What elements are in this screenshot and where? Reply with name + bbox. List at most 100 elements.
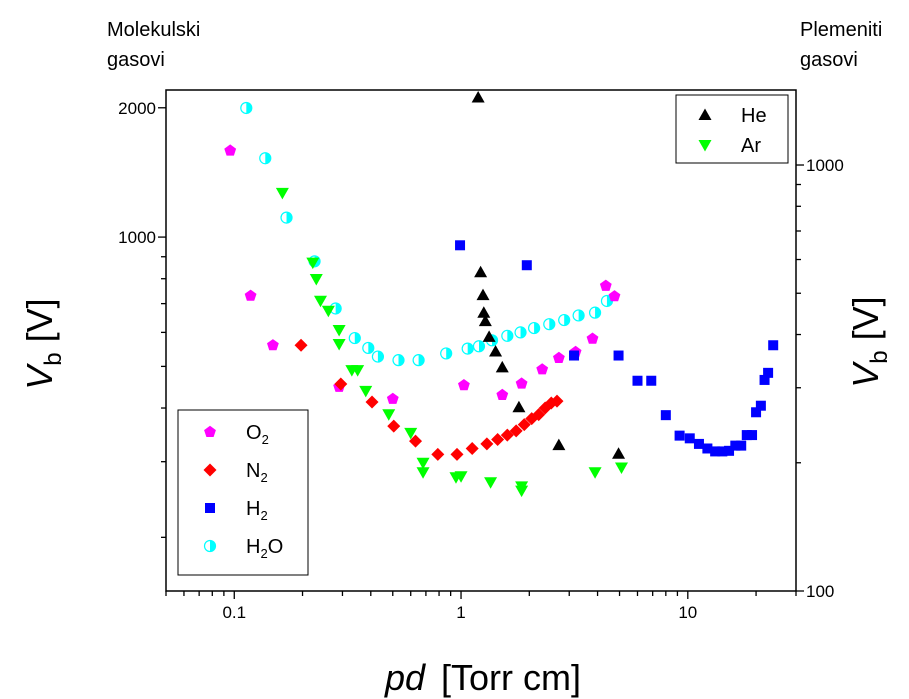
data-point-h2o (362, 341, 375, 355)
data-point-h2 (521, 260, 532, 271)
data-point-h2o (572, 309, 585, 322)
data-point-n2 (294, 338, 308, 352)
data-point-h2 (768, 340, 779, 351)
data-point-h2 (702, 443, 713, 454)
data-point-h2o (371, 350, 385, 363)
legend-entry-ar: Ar (698, 135, 761, 157)
data-point-he (489, 344, 503, 357)
data-point-n2 (409, 434, 423, 448)
data-point-ar (454, 471, 468, 483)
series-h2o (240, 101, 614, 367)
data-point-h2 (717, 446, 728, 457)
data-point-h2 (747, 430, 758, 441)
legend-label-he: He (741, 105, 767, 127)
data-point-n2 (480, 437, 494, 451)
series-he (471, 91, 626, 459)
data-point-h2o (412, 354, 425, 367)
legend-marker-o2 (204, 425, 216, 437)
y-right-tick-label: 100 (806, 582, 834, 601)
data-point-h2 (660, 410, 671, 421)
legend-entry-o2: O2 (204, 422, 269, 447)
data-point-h2 (755, 400, 766, 411)
data-point-h2 (759, 374, 770, 385)
data-point-h2 (736, 440, 747, 451)
series-h2 (455, 240, 779, 457)
data-point-ar (404, 427, 418, 440)
x-tick-label: 1 (456, 603, 465, 622)
right-heading-line-1: Plemeniti (800, 19, 883, 41)
data-point-ar (416, 457, 430, 470)
data-point-h2 (646, 375, 657, 386)
data-point-h2o (558, 313, 571, 327)
data-point-h2o (588, 306, 602, 319)
data-point-h2 (751, 407, 762, 418)
data-point-n2 (431, 447, 445, 461)
data-point-ar (588, 467, 602, 479)
data-point-n2 (465, 441, 479, 455)
legend-marker-he (698, 108, 712, 120)
data-point-n2 (500, 428, 514, 442)
data-point-n2 (509, 424, 523, 438)
data-point-h2 (569, 350, 580, 361)
legend-label-h2: H2 (246, 498, 268, 523)
x-tick-label: 0.1 (222, 603, 246, 622)
plot-frame (165, 89, 797, 592)
data-point-h2 (684, 433, 695, 444)
data-point-ar (382, 409, 396, 421)
legend-entry-h2: H2 (205, 498, 268, 523)
data-point-n2 (550, 394, 564, 408)
data-point-he (495, 360, 509, 373)
left-heading-line-2: gasovi (107, 49, 165, 71)
data-point-h2 (741, 430, 752, 441)
series-o2 (224, 144, 621, 404)
data-point-n2 (450, 447, 464, 461)
axis-ticks (158, 107, 804, 599)
data-point-he (612, 447, 626, 459)
data-point-he (482, 330, 496, 342)
y-axis-label-right: Vb[V] (845, 296, 893, 387)
data-point-ar (275, 187, 289, 200)
data-point-he (471, 91, 485, 103)
data-point-ar (313, 295, 327, 308)
data-point-h2 (724, 445, 735, 456)
legend-marker-n2 (203, 463, 217, 477)
data-point-h2 (730, 440, 741, 451)
data-point-ar (351, 365, 365, 377)
data-point-h2 (763, 367, 774, 378)
data-point-ar (306, 257, 320, 270)
legend-marker-h2o (203, 539, 217, 553)
data-point-o2 (586, 332, 599, 344)
legend-label-ar: Ar (741, 135, 761, 157)
y-right-tick-label: 1000 (806, 156, 844, 175)
data-point-o2 (599, 279, 612, 291)
x-axis-label: pd [Torr cm] (384, 657, 581, 698)
data-point-he (512, 400, 526, 413)
axis-tick-labels: 0.1 1 10 1000 2000 100 1000 (118, 99, 844, 622)
data-point-h2 (632, 375, 643, 386)
data-point-h2 (674, 430, 685, 441)
legend-noble-gases-entries: He Ar (698, 105, 767, 157)
data-point-o2 (496, 388, 509, 400)
data-point-ar (321, 305, 335, 318)
legend-noble-gases-box (675, 94, 789, 164)
data-point-h2o (461, 342, 474, 355)
data-point-o2 (515, 377, 528, 389)
legend-molecular-gases-box (177, 409, 309, 576)
data-point-o2 (608, 290, 621, 302)
data-point-n2 (491, 432, 505, 446)
data-point-he (474, 265, 488, 278)
data-point-ar (416, 467, 430, 479)
data-point-o2 (386, 392, 399, 404)
data-point-n2 (517, 418, 531, 432)
data-point-o2 (458, 379, 470, 391)
legend-entry-n2: N2 (203, 460, 268, 485)
right-axis-heading: Plemeniti gasovi (800, 15, 908, 75)
data-point-h2o (440, 347, 453, 360)
data-point-o2 (224, 144, 237, 156)
data-point-h2 (710, 446, 721, 457)
data-point-ar (332, 324, 346, 337)
legend-molecular-gases: O2 N2 H2 H2O (177, 409, 309, 576)
y-left-tick-label: 2000 (118, 99, 156, 118)
series-n2 (294, 338, 564, 461)
